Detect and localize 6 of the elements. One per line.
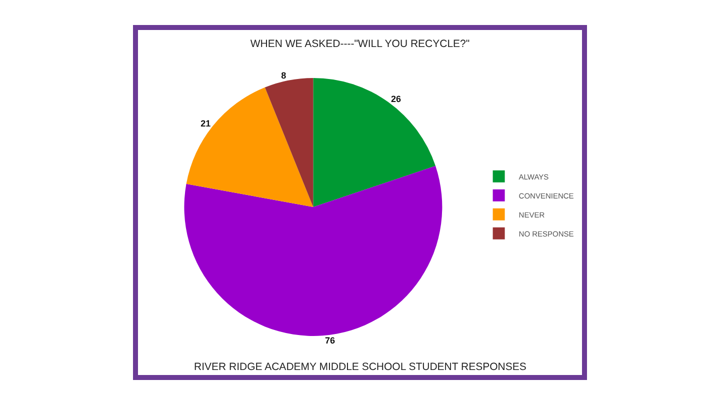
data-label: 21 xyxy=(200,118,211,129)
data-label: 76 xyxy=(324,336,335,346)
chart-title: WHEN WE ASKED----"WILL YOU RECYCLE?" xyxy=(250,38,470,50)
data-label: 26 xyxy=(391,94,402,104)
data-label: 8 xyxy=(281,70,286,81)
text: RIVER RIDGE ACADEMY MIDDLE SCHOOL STUDENT RESPONSES xyxy=(194,361,526,373)
